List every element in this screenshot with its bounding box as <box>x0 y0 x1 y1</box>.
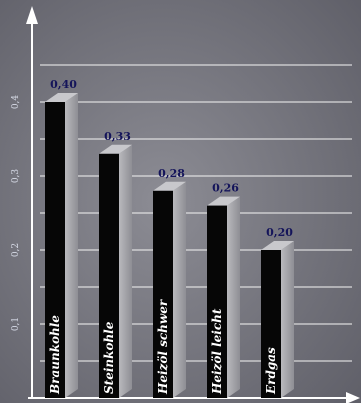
x-axis-arrow-icon <box>346 392 360 403</box>
y-tick-labels: 0,1 0,2 0,3 0,4 <box>11 95 21 332</box>
bar-category-label: Braunkohle <box>48 315 62 395</box>
y-tick-label: 0,1 <box>11 317 21 331</box>
bar <box>261 250 281 398</box>
bar <box>153 190 173 398</box>
bar-side <box>173 181 186 398</box>
bar-value-label: 0,20 <box>266 226 293 239</box>
bar-value-label: 0,26 <box>212 182 239 195</box>
bar-category-label: Heizöl leicht <box>210 308 224 395</box>
bar-category-label: Heizöl schwer <box>156 298 170 395</box>
bar-category-label: Steinkohle <box>102 321 116 394</box>
y-tick-label: 0,2 <box>11 243 21 257</box>
bar-group: 0,26 Heizöl leicht <box>207 182 240 398</box>
bar-side <box>119 144 132 398</box>
grid-lines <box>40 64 352 362</box>
bar-value-label: 0,40 <box>50 78 77 91</box>
bar-group: 0,33 Steinkohle <box>99 130 132 398</box>
y-tick-label: 0,4 <box>11 95 21 110</box>
bar-top <box>99 144 132 154</box>
y-axis-arrow-icon <box>26 6 38 24</box>
bar-top <box>207 196 240 206</box>
bars: 0,40 Braunkohle 0,33 Steinkohle 0,28 Heizöl s… <box>45 78 294 398</box>
bar-top <box>153 181 186 191</box>
bar-category-label: Erdgas <box>264 347 278 395</box>
bar-top <box>45 93 78 102</box>
bar-side <box>65 93 78 398</box>
bar-side <box>227 196 240 398</box>
bar-value-label: 0,33 <box>104 130 131 143</box>
bar <box>99 153 119 398</box>
axes <box>26 6 360 403</box>
bar-value-label: 0,28 <box>158 167 185 180</box>
y-tick-label: 0,3 <box>11 169 21 184</box>
bar-group: 0,40 Braunkohle <box>45 78 78 398</box>
bar-side <box>281 241 294 398</box>
bar-group: 0,20 Erdgas <box>261 226 294 398</box>
bar <box>207 205 227 398</box>
bar-group: 0,28 Heizöl schwer <box>153 167 186 398</box>
bar-top <box>261 241 294 250</box>
bar <box>45 102 65 398</box>
